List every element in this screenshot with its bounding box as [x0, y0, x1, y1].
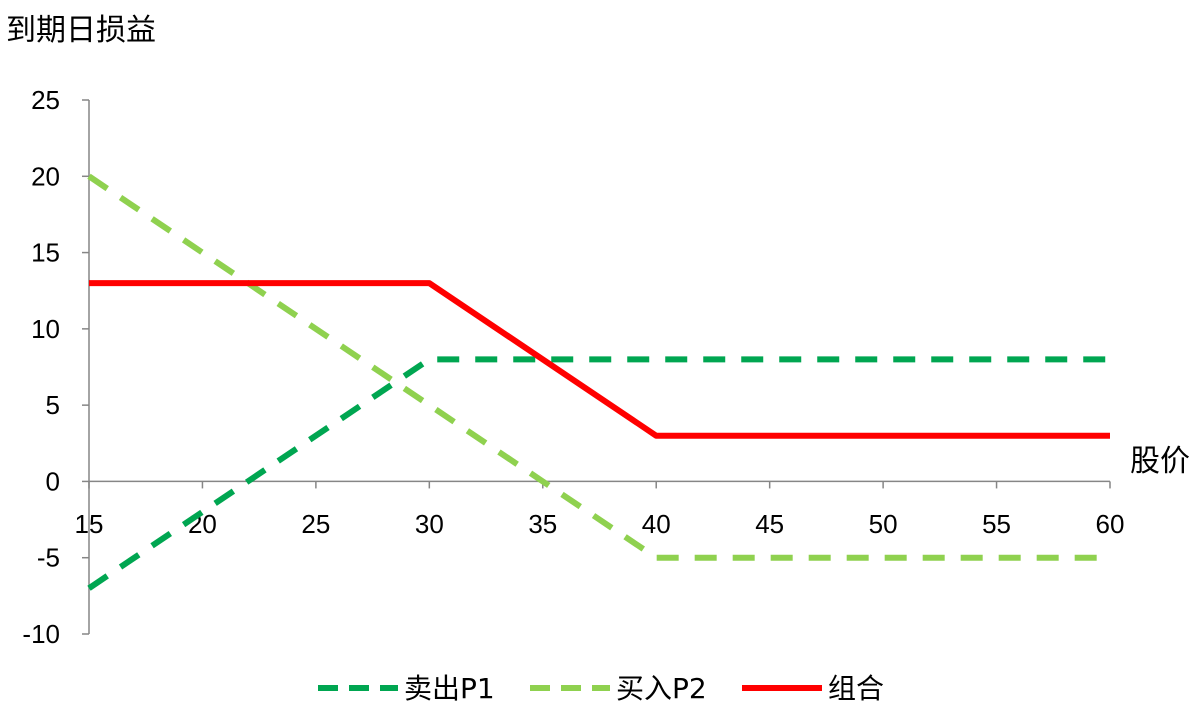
x-tick-label: 45 [755, 509, 784, 539]
series-layer [87, 173, 1110, 591]
legend-label-2: 买入P2 [616, 672, 707, 705]
x-tick-label: 35 [528, 509, 557, 539]
legend: 卖出P1 买入P2 组合 [318, 672, 884, 705]
legend-label-1: 卖出P1 [404, 672, 495, 705]
y-tick-label: -5 [37, 543, 60, 573]
y-tick-label: 15 [31, 238, 60, 268]
x-tick-label: 40 [642, 509, 671, 539]
y-tick-label: 5 [46, 390, 60, 420]
y-tick-label: 20 [31, 161, 60, 191]
x-tick-label: 55 [982, 509, 1011, 539]
y-axis-title: 到期日损益 [6, 13, 156, 48]
x-tick-label: 15 [75, 509, 104, 539]
series-line-2 [87, 173, 1110, 561]
y-tick-label: -10 [22, 619, 60, 649]
series-line-3 [89, 280, 1110, 439]
x-tick-label: 30 [415, 509, 444, 539]
x-tick-label: 60 [1096, 509, 1125, 539]
series-line-1 [87, 356, 1110, 591]
y-tick-label: 0 [46, 466, 60, 496]
y-tick-label: 25 [31, 85, 60, 115]
x-axis-title: 股价 [1130, 444, 1190, 479]
x-tick-label: 25 [301, 509, 330, 539]
legend-label-3: 组合 [828, 672, 884, 705]
x-tick-label: 50 [869, 509, 898, 539]
y-tick-label: 10 [31, 314, 60, 344]
